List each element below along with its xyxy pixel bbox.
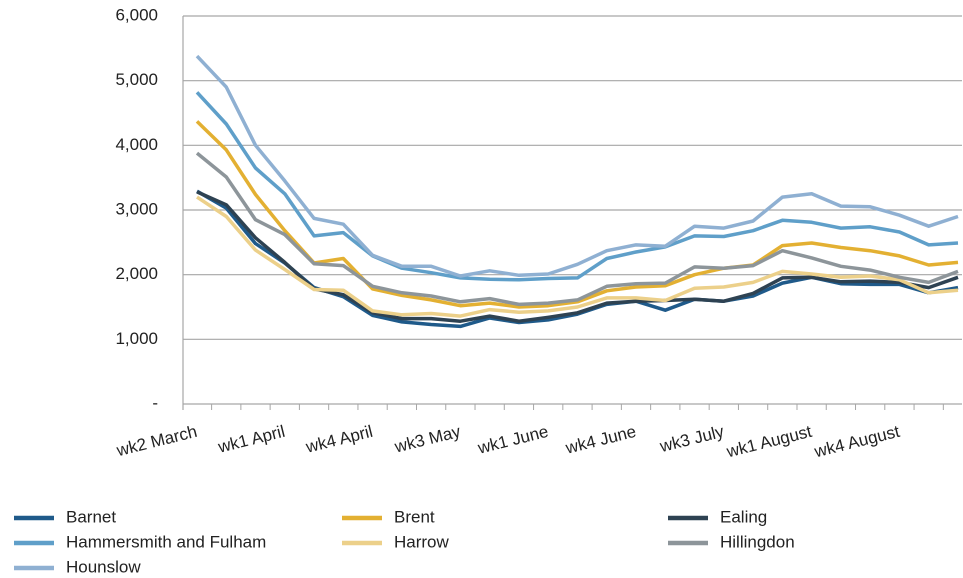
legend-label: Hillingdon (720, 532, 795, 551)
y-tick-label: 1,000 (115, 329, 158, 348)
legend-label: Harrow (394, 532, 450, 551)
series-line (196, 195, 959, 318)
x-tick-label: wk1 August (724, 422, 814, 462)
y-tick-label: 6,000 (115, 5, 158, 24)
y-tick-label: 3,000 (115, 199, 158, 218)
x-tick-label: wk1 June (475, 422, 550, 458)
x-tick-label: wk2 March (114, 422, 199, 461)
legend-label: Barnet (66, 507, 116, 526)
legend-label: Brent (394, 507, 435, 526)
x-tick-label: wk1 April (215, 422, 287, 457)
series-line (195, 120, 959, 309)
x-tick-label: wk3 July (657, 422, 726, 457)
x-tick-label: wk4 August (812, 422, 902, 462)
series-line (195, 151, 959, 307)
series-line (195, 54, 959, 278)
legend-label: Hounslow (66, 557, 141, 576)
legend-label: Hammersmith and Fulham (66, 532, 266, 551)
x-tick-label: wk4 June (563, 422, 638, 458)
series-line (195, 91, 959, 282)
y-tick-label: - (152, 393, 158, 412)
x-tick-label: wk4 April (303, 422, 375, 457)
legend-label: Ealing (720, 507, 767, 526)
y-tick-label: 2,000 (115, 264, 158, 283)
y-tick-label: 4,000 (115, 135, 158, 154)
y-tick-label: 5,000 (115, 70, 158, 89)
x-tick-label: wk3 May (392, 422, 463, 457)
